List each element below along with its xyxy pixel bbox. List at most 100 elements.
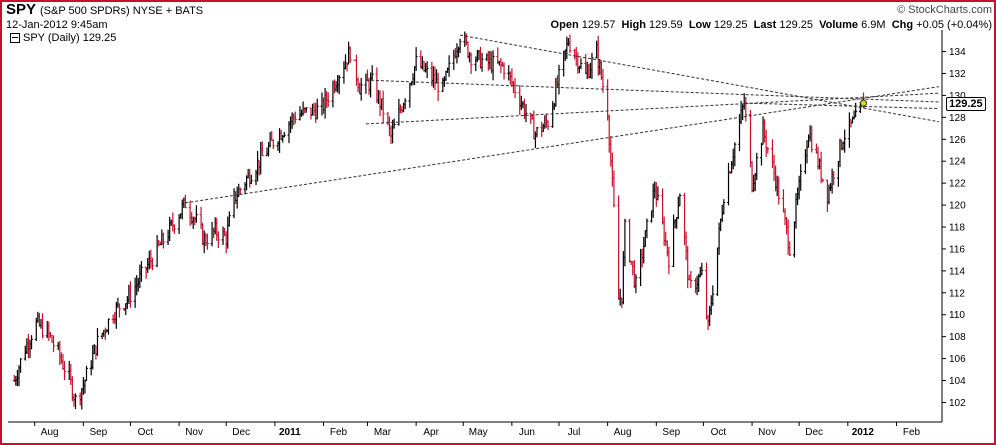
x-tick-label: Jun [519,427,535,438]
trendline [185,86,939,204]
price-bar [139,261,143,282]
price-bar [623,218,627,267]
price-bar [348,46,352,63]
price-bar [733,142,737,167]
price-bar [271,139,275,150]
x-tick-label: May [469,427,488,438]
price-bar [95,328,99,356]
price-bar [403,98,407,110]
price-bar [759,142,763,166]
price-bar [238,187,242,195]
price-bar [337,75,341,95]
chg-label: Chg [891,19,914,31]
price-bar [155,235,159,268]
price-bar [381,90,385,124]
price-bar [546,120,550,131]
price-bar [128,281,132,308]
low-value: 129.25 [713,19,748,31]
price-bar [84,365,88,382]
price-bar [628,218,632,263]
price-bar [106,318,110,335]
price-bar [150,257,154,271]
price-bar [502,62,506,80]
price-bar [63,360,67,381]
y-tick-label: 110 [949,310,965,321]
price-bar [700,262,704,276]
legend-swatch-icon [10,33,20,44]
price-bar [821,178,825,183]
y-tick-label: 122 [949,179,966,190]
symbol-description: (S&P 500 SPDRs) NYSE + BATS [40,5,204,17]
y-tick-label: 114 [949,266,965,277]
price-bar [557,64,561,95]
x-tick-label: Dec [232,427,250,438]
trendline [744,102,939,110]
price-bar [414,47,418,71]
price-bar [194,205,198,223]
last-value: 129.25 [779,19,813,31]
high-value: 129.59 [649,19,683,31]
open-label: Open [550,19,579,31]
price-bar [617,195,621,300]
price-bar [766,146,770,154]
price-bar [810,125,814,153]
price-bar [606,79,610,121]
convergence-marker [860,99,868,107]
x-tick-label: Sep [89,427,107,438]
brand-watermark: © StockCharts.com [897,4,992,16]
volume-label: Volume [819,19,859,31]
price-bar [727,162,731,206]
x-tick-label: Feb [903,427,921,438]
x-tick-label: Dec [805,427,823,438]
price-bar [359,78,363,101]
chg-value: +0.05 (+0.04%) [916,19,992,31]
timestamp: 12-Jan-2012 9:45am [6,19,108,31]
price-bar [425,61,429,79]
price-bar [854,102,858,118]
low-label: Low [688,19,711,31]
price-bar [689,270,693,288]
price-bar [716,247,720,296]
price-bar [568,34,572,53]
price-bar [315,98,319,120]
price-bar [535,126,539,138]
y-tick-label: 104 [949,376,966,387]
trendline [459,34,939,123]
price-bar [755,152,759,181]
price-bar [172,224,176,234]
price-bar [799,164,803,191]
high-label: High [621,19,646,31]
x-tick-label: Nov [185,427,203,438]
price-bar [847,112,851,148]
price-bar [711,285,715,306]
y-tick-label: 108 [949,332,966,343]
x-tick-label: 2011 [279,427,301,438]
price-bar [458,38,462,53]
x-tick-label: Aug [41,427,59,438]
y-tick-label: 102 [949,398,966,409]
price-bar [436,72,440,101]
last-label: Last [753,19,777,31]
price-bar [645,218,649,239]
price-bar [19,358,23,373]
x-tick-label: Oct [138,427,154,438]
price-bar [612,170,616,208]
price-bar [117,303,121,318]
price-bar [480,52,484,72]
price-bar [777,176,781,205]
price-bar [788,241,792,257]
quote-summary: Open 129.57 High 129.59 Low 129.25 Last … [551,19,992,31]
y-tick-label: 124 [949,157,966,168]
price-bar [705,262,709,320]
y-tick-label: 106 [949,354,966,365]
y-tick-label: 126 [949,135,966,146]
price-bar [579,58,583,70]
price-bar [326,92,330,107]
price-bar [469,52,473,74]
price-bar [282,131,286,138]
price-bar [227,211,231,227]
y-tick-label: 118 [949,223,965,234]
price-bar [667,246,671,275]
price-bar [656,186,660,201]
